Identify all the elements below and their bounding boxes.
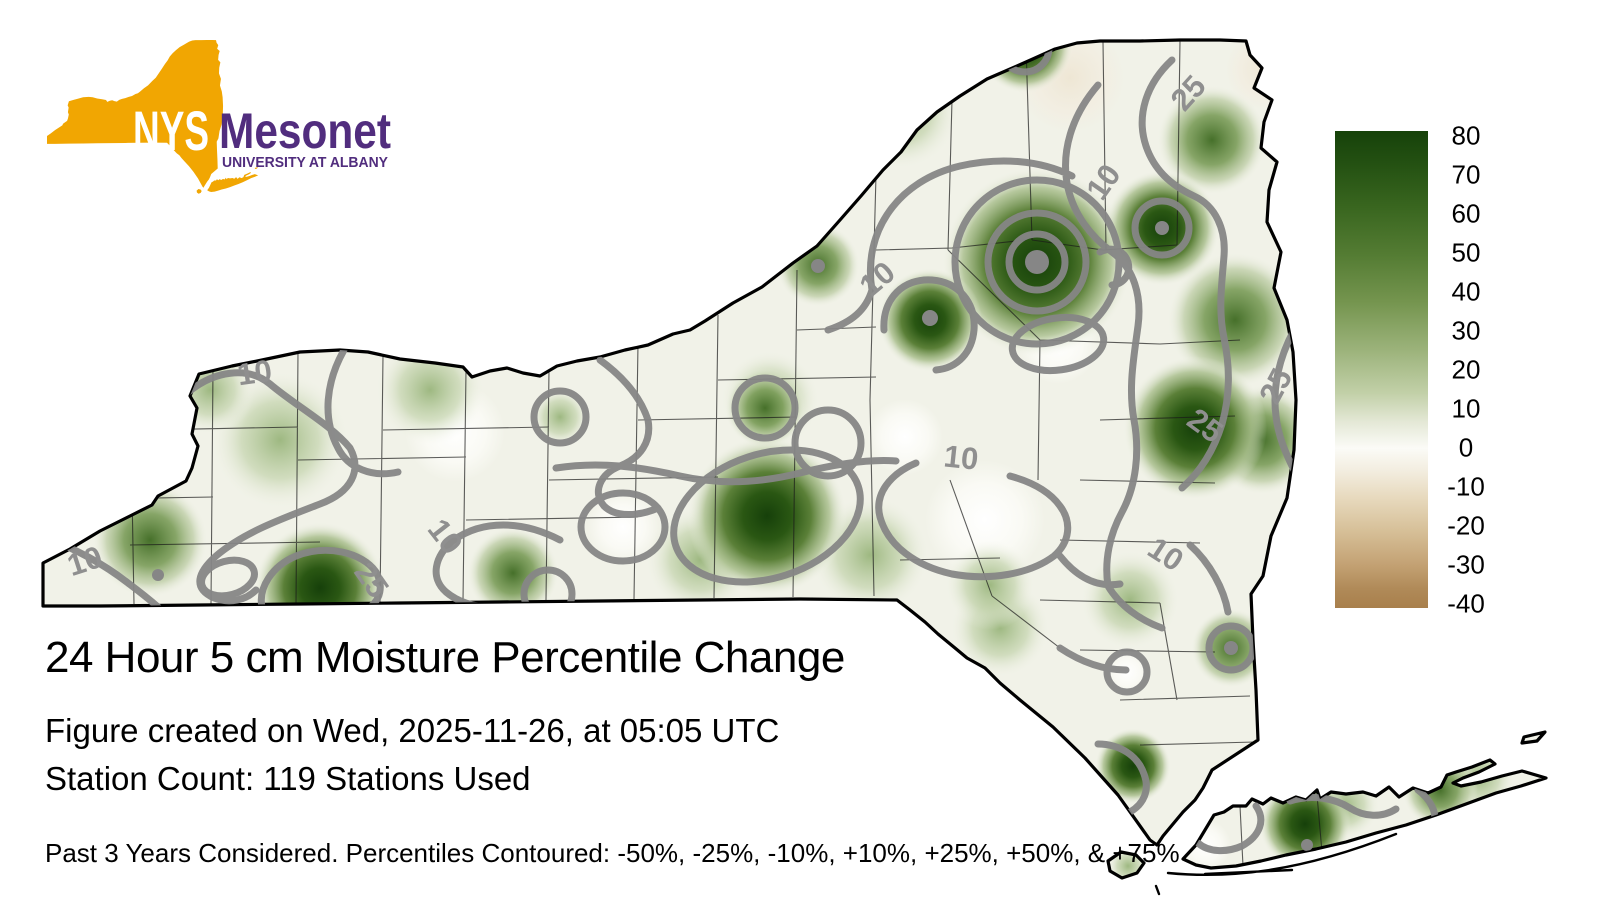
colorbar-tick-label: -10 — [1447, 471, 1485, 502]
colorbar-tick-label: 60 — [1451, 198, 1481, 229]
colorbar-tick-label: -40 — [1447, 588, 1485, 619]
station-count: Station Count: 119 Stations Used — [45, 760, 531, 797]
figure-title: 24 Hour 5 cm Moisture Percentile Change — [45, 633, 845, 682]
contour-value-label: 10 — [235, 353, 274, 392]
created-timestamp: Figure created on Wed, 2025-11-26, at 05… — [45, 712, 780, 749]
colorbar-tick-label: 80 — [1451, 120, 1481, 151]
colorbar-tick-label: 10 — [1451, 393, 1481, 424]
colorbar-tick-label: -20 — [1447, 510, 1485, 541]
colorbar-tick-label: 0 — [1458, 432, 1474, 463]
logo-mesonet-text: Mesonet — [219, 103, 391, 159]
footnote: Past 3 Years Considered. Percentiles Con… — [45, 838, 1180, 868]
logo-nys-text: NYS — [133, 99, 209, 162]
colorbar-tick-label: 70 — [1451, 159, 1481, 190]
logo-university-text: UNIVERSITY AT ALBANY — [222, 155, 388, 171]
percentile-contours — [43, 40, 1439, 854]
colorbar-tick-label: 50 — [1451, 237, 1481, 268]
colorbar-tick-label: 40 — [1451, 276, 1481, 307]
nys-mesonet-logo: NYS Mesonet UNIVERSITY AT ALBANY — [47, 40, 391, 194]
colorbar — [1335, 131, 1428, 608]
contour-value-label: 10 — [942, 438, 980, 476]
colorbar-tick-label: 20 — [1451, 354, 1481, 385]
colorbar-tick-label: -30 — [1447, 549, 1485, 580]
contour-center-dots — [152, 221, 1313, 851]
barrier-islands — [1154, 832, 1398, 896]
colorbar-tick-label: 30 — [1451, 315, 1481, 346]
